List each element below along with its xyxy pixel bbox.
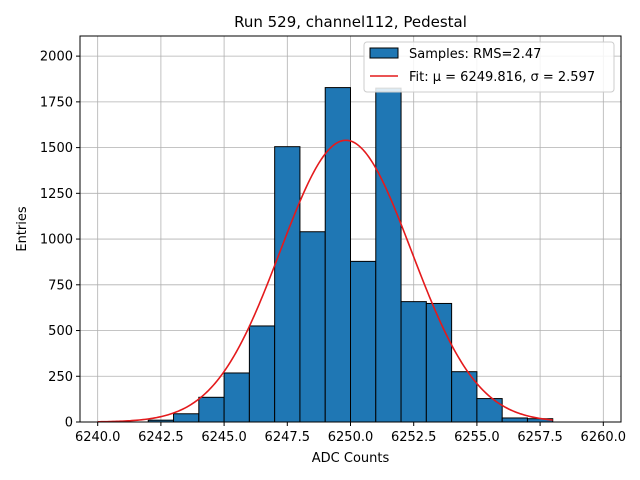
chart-title: Run 529, channel112, Pedestal — [234, 13, 467, 31]
x-axis-ticks: 6240.0 6242.5 6245.0 6247.5 6250.0 6252.5 6255… — [75, 422, 626, 445]
legend-box — [363, 41, 615, 93]
histogram-bar — [299, 231, 326, 423]
legend-label-fit: Fit: μ = 6249.816, σ = 2.597 — [409, 70, 595, 85]
histogram-bars — [147, 87, 554, 423]
histogram-bar — [350, 260, 377, 423]
x-tick-label: 6242.5 — [138, 430, 184, 445]
y-axis-title: Entries — [15, 206, 30, 252]
fit-curve — [97, 139, 553, 423]
x-tick-label: 6257.5 — [517, 430, 563, 445]
histogram-bar — [274, 146, 301, 423]
y-tick-label: 2000 — [40, 50, 73, 65]
histogram-bar — [324, 87, 352, 423]
x-axis-title: ADC Counts — [312, 451, 390, 466]
histogram-bar — [173, 413, 200, 423]
y-tick-label: 750 — [48, 278, 73, 293]
histogram-bar — [223, 372, 250, 423]
histogram-bar — [501, 417, 528, 423]
legend-label-histogram: Samples: RMS=2.47 — [409, 47, 541, 62]
legend: Samples: RMS=2.47 Fit: μ = 6249.816, σ =… — [363, 41, 615, 93]
histogram-bar — [451, 371, 478, 423]
y-tick-label: 1500 — [40, 141, 73, 156]
y-tick-label: 1000 — [40, 233, 73, 248]
y-tick-label: 250 — [48, 370, 73, 385]
x-tick-label: 6247.5 — [265, 430, 311, 445]
histogram-bar — [248, 325, 276, 423]
x-tick-label: 6250.0 — [328, 430, 374, 445]
y-axis-ticks: 0 250 500 750 1000 1250 1500 1750 2000 — [40, 50, 80, 431]
x-tick-label: 6260.0 — [581, 430, 627, 445]
x-tick-label: 6245.0 — [201, 430, 247, 445]
y-tick-label: 500 — [48, 324, 73, 339]
y-tick-label: 0 — [65, 416, 73, 431]
histogram-bar — [198, 396, 225, 423]
histogram-bar — [400, 301, 427, 423]
x-tick-label: 6240.0 — [75, 430, 121, 445]
x-tick-label: 6252.5 — [391, 430, 437, 445]
y-tick-label: 1250 — [40, 187, 73, 202]
x-tick-label: 6255.0 — [454, 430, 500, 445]
histogram-bar — [425, 302, 453, 423]
legend-swatch-histogram — [369, 47, 399, 59]
y-tick-label: 1750 — [40, 95, 73, 110]
histogram-bar — [375, 87, 402, 423]
